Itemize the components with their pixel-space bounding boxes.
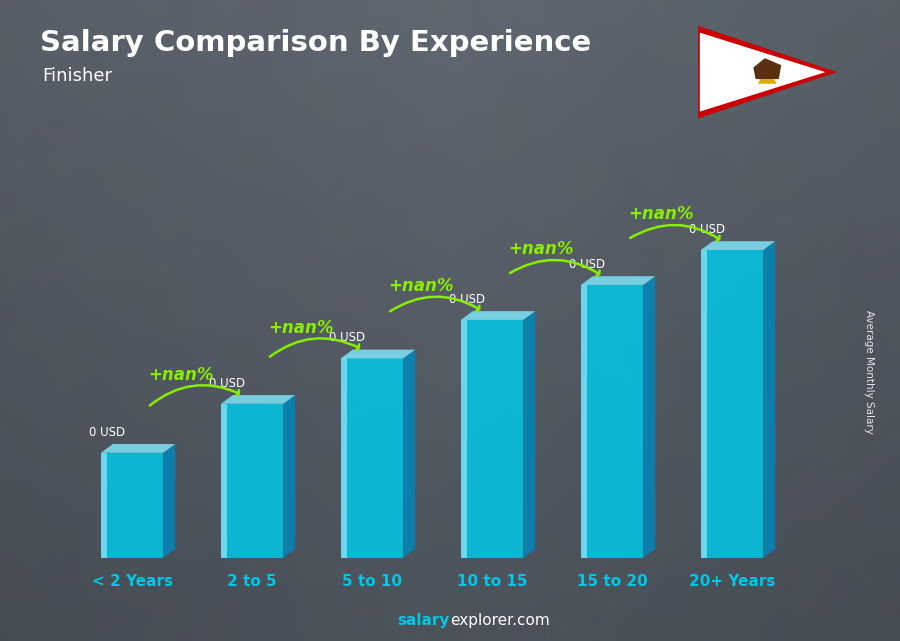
Polygon shape [700, 33, 825, 112]
Text: salary: salary [398, 613, 450, 628]
Polygon shape [341, 358, 347, 558]
Text: Average Monthly Salary: Average Monthly Salary [863, 310, 874, 434]
Polygon shape [580, 285, 644, 558]
Text: 0 USD: 0 USD [209, 377, 245, 390]
Text: 0 USD: 0 USD [449, 293, 485, 306]
Text: 0 USD: 0 USD [89, 426, 125, 439]
Polygon shape [698, 26, 837, 119]
Polygon shape [341, 358, 403, 558]
Polygon shape [763, 241, 775, 558]
Polygon shape [461, 320, 467, 558]
Polygon shape [701, 241, 775, 250]
Polygon shape [461, 311, 536, 320]
Polygon shape [461, 320, 523, 558]
Polygon shape [580, 285, 587, 558]
Polygon shape [101, 453, 163, 558]
Text: Salary Comparison By Experience: Salary Comparison By Experience [40, 29, 592, 57]
Text: 0 USD: 0 USD [328, 331, 364, 344]
Polygon shape [101, 444, 176, 453]
Polygon shape [580, 276, 655, 285]
Polygon shape [220, 395, 295, 404]
Polygon shape [523, 311, 536, 558]
Text: explorer.com: explorer.com [450, 613, 550, 628]
Text: 0 USD: 0 USD [688, 223, 724, 236]
Text: +nan%: +nan% [628, 205, 694, 223]
Polygon shape [341, 349, 415, 358]
Text: +nan%: +nan% [148, 366, 213, 384]
Text: +nan%: +nan% [268, 319, 334, 337]
Polygon shape [220, 404, 284, 558]
Text: Finisher: Finisher [42, 67, 112, 85]
Polygon shape [163, 444, 176, 558]
Polygon shape [701, 250, 763, 558]
Polygon shape [403, 349, 415, 558]
Polygon shape [644, 276, 655, 558]
Polygon shape [758, 79, 777, 84]
Polygon shape [284, 395, 295, 558]
Text: +nan%: +nan% [388, 277, 454, 295]
Polygon shape [753, 58, 781, 79]
Polygon shape [101, 453, 107, 558]
Text: 0 USD: 0 USD [569, 258, 605, 271]
Polygon shape [701, 250, 707, 558]
Polygon shape [220, 404, 227, 558]
Text: +nan%: +nan% [508, 240, 573, 258]
